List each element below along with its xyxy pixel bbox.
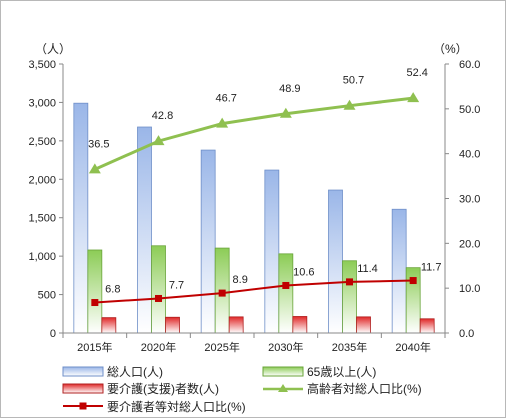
x-tick-label: 2040年	[395, 340, 430, 354]
care-ratio-marker	[91, 299, 99, 307]
left-tick-label: 500	[38, 290, 56, 302]
elderly-ratio-marker	[407, 92, 420, 103]
right-tick-label: 0.0	[459, 328, 474, 340]
bar-series	[73, 102, 435, 334]
total-population-bar	[328, 189, 343, 334]
care-ratio-marker	[155, 294, 162, 302]
care-ratio-label: 8.9	[233, 274, 248, 286]
legend-label-65: 65歳以上(人)	[307, 365, 376, 379]
total-population-bar	[200, 149, 216, 334]
legend-item-elderly-ratio: 高齢者対総人口比(%)	[263, 381, 422, 396]
elderly-ratio-marker	[343, 99, 356, 110]
right-tick-label: 40.0	[459, 149, 480, 161]
left-tick-label: 1,000	[28, 251, 56, 263]
elderly-ratio-label: 42.8	[152, 110, 173, 122]
x-tick-label: 2030年	[268, 340, 303, 354]
care-recipients-bar	[419, 318, 435, 334]
legend-swatch-65	[262, 366, 304, 377]
total-population-bar	[73, 102, 89, 334]
elderly-ratio-marker	[216, 117, 229, 128]
elderly-ratio-marker	[152, 135, 165, 146]
care-ratio-label: 6.8	[105, 284, 120, 296]
x-tick-label: 2035年	[332, 340, 367, 354]
legend-item-care-recipients: 要介護(支援)者数(人)	[62, 381, 219, 396]
age-65-plus-bar	[87, 249, 103, 334]
age-65-plus-bar	[151, 245, 166, 334]
care-ratio-label: 10.6	[293, 266, 314, 278]
right-tick-label: 50.0	[459, 104, 480, 116]
right-axis: 0.0 10.0 20.0 30.0 40.0 50.0 60.0	[445, 59, 480, 340]
x-axis: 2015年 2020年 2025年 2030年 2035年 2040年	[62, 333, 446, 354]
legend-swatch-total	[62, 366, 104, 377]
care-recipients-bar	[292, 316, 308, 334]
right-tick-label: 30.0	[459, 194, 480, 206]
elderly-ratio-label: 52.4	[406, 67, 427, 79]
left-tick-label: 3,000	[28, 97, 56, 109]
left-tick-label: 2,500	[28, 136, 56, 148]
legend-label-elderly: 高齢者対総人口比(%)	[307, 381, 422, 396]
elderly-ratio-label: 46.7	[215, 93, 236, 105]
care-recipients-bar	[165, 316, 180, 334]
line-series: 36.5 42.8 46.7 48.9 50.7 52.4 6.8 7.7 8.9 10.6 11.…	[88, 67, 442, 307]
care-ratio-label: 11.4	[357, 263, 378, 275]
care-recipients-bar	[101, 317, 117, 334]
care-ratio-marker	[282, 281, 290, 289]
x-tick-label: 2025年	[204, 340, 239, 354]
care-recipients-bar	[228, 316, 244, 334]
legend-item-65-plus: 65歳以上(人)	[262, 365, 376, 379]
left-axis: 0 500 1,000 1,500 2,000 2,500 3,000 3,500	[28, 59, 63, 340]
care-ratio-marker	[409, 277, 417, 285]
legend-swatch-care	[62, 383, 104, 394]
legend-item-total-population: 総人口(人)	[62, 365, 163, 379]
care-ratio-line	[94, 279, 414, 304]
elderly-ratio-label: 50.7	[343, 75, 364, 87]
care-ratio-marker	[218, 289, 226, 297]
care-ratio-label: 11.7	[421, 262, 442, 274]
care-ratio-label: 7.7	[169, 279, 184, 291]
x-tick-label: 2020年	[141, 340, 176, 354]
total-population-bar	[391, 208, 407, 334]
care-recipients-bar	[356, 316, 371, 334]
legend: 総人口(人) 65歳以上(人) 要介護(支援)者数(人) 高齢者対総人口比(%)…	[62, 365, 422, 414]
right-tick-label: 10.0	[459, 283, 480, 295]
legend-item-care-ratio: 要介護者等対総人口比(%)	[63, 399, 246, 414]
elderly-ratio-label: 36.5	[88, 138, 109, 150]
left-tick-label: 1,500	[28, 213, 56, 225]
elderly-ratio-line	[94, 96, 414, 171]
right-axis-unit: （%）	[433, 42, 468, 56]
age-65-plus-bar	[278, 253, 294, 334]
legend-square-marker	[79, 402, 87, 410]
legend-label-care-ratio: 要介護者等対総人口比(%)	[107, 399, 246, 414]
elderly-ratio-marker	[88, 163, 101, 174]
left-tick-label: 2,000	[28, 174, 56, 186]
left-tick-label: 3,500	[28, 59, 56, 71]
elderly-ratio-label: 48.9	[279, 83, 300, 95]
left-tick-label: 0	[50, 328, 56, 340]
right-tick-label: 20.0	[459, 238, 480, 250]
right-tick-label: 60.0	[459, 59, 480, 71]
legend-label-care: 要介護(支援)者数(人)	[107, 381, 219, 396]
elderly-ratio-marker	[279, 107, 292, 118]
care-ratio-marker	[346, 278, 353, 286]
age-65-plus-bar	[342, 260, 357, 334]
total-population-bar	[264, 169, 280, 334]
x-tick-label: 2015年	[77, 340, 112, 354]
left-axis-unit: （人）	[35, 42, 71, 56]
legend-triangle-marker	[278, 384, 288, 392]
legend-label-total: 総人口(人)	[107, 365, 163, 379]
total-population-bar	[137, 126, 152, 334]
